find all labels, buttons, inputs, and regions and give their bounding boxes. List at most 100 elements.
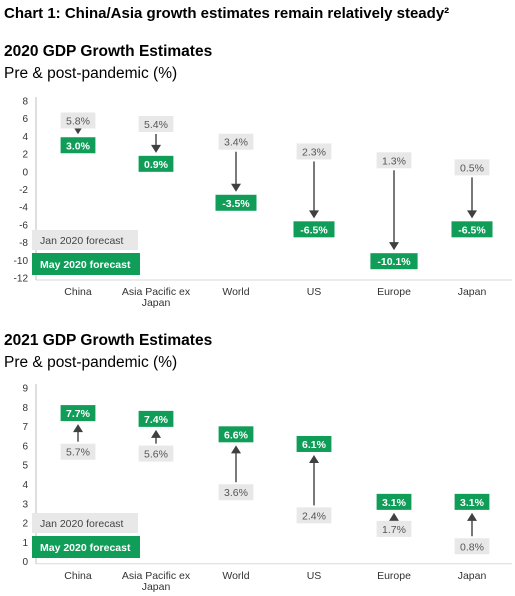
- y-tick-label: 7: [22, 422, 28, 433]
- may-value-label-box: [376, 493, 412, 510]
- jan-value-label-box: [218, 484, 254, 501]
- y-tick-label: 8: [22, 403, 28, 414]
- y-tick-label: -12: [14, 274, 29, 285]
- x-tick-label: China: [64, 286, 92, 298]
- may-value-label: -10.1%: [377, 256, 411, 268]
- x-tick-label: Japan: [142, 297, 171, 309]
- arrow-head: [151, 144, 161, 153]
- y-tick-label: -8: [19, 238, 28, 249]
- jan-value-label: 1.3%: [382, 155, 406, 167]
- arrow-head: [309, 454, 319, 463]
- may-value-label-box: [138, 410, 174, 427]
- jan-value-label: 1.7%: [382, 524, 406, 536]
- y-tick-label: 1: [22, 538, 28, 549]
- y-tick-label: 0: [22, 167, 28, 178]
- y-tick-label: 2: [22, 519, 28, 530]
- may-value-label-box: [293, 221, 335, 238]
- may-value-label: 6.6%: [224, 429, 249, 441]
- may-value-label-box: [454, 493, 490, 510]
- x-tick-label: Japan: [458, 570, 487, 582]
- legend-may-label: May 2020 forecast: [40, 259, 131, 271]
- x-tick-label: Asia Pacific ex: [122, 286, 191, 298]
- may-value-label-box: [60, 405, 96, 422]
- may-value-label: 3.1%: [460, 497, 485, 509]
- y-tick-label: 9: [22, 384, 28, 395]
- jan-value-label: 5.8%: [66, 115, 90, 127]
- jan-value-label-box: [138, 116, 174, 133]
- legend-jan-box: [32, 230, 138, 250]
- y-tick-label: 4: [22, 480, 28, 491]
- x-tick-label: Europe: [377, 570, 411, 582]
- legend-may-box: [32, 253, 140, 275]
- jan-value-label-box: [454, 159, 490, 176]
- may-value-label: 6.1%: [302, 439, 327, 451]
- jan-value-label: 2.3%: [302, 146, 326, 158]
- arrow-head: [467, 512, 477, 521]
- may-value-label: 0.9%: [144, 159, 169, 171]
- jan-value-label: 3.4%: [224, 137, 248, 149]
- arrow-head: [231, 445, 241, 454]
- y-tick-label: -2: [19, 185, 28, 196]
- jan-value-label-box: [218, 133, 254, 150]
- arrow-head: [151, 429, 161, 438]
- y-tick-label: 4: [22, 132, 28, 143]
- jan-value-label: 0.8%: [460, 541, 484, 553]
- legend-may-box: [32, 536, 140, 558]
- may-value-label: 3.1%: [382, 497, 407, 509]
- may-value-label: 7.4%: [144, 414, 169, 426]
- y-tick-label: 3: [22, 499, 28, 510]
- chart-1-subtitle: Pre & post-pandemic (%): [4, 65, 178, 82]
- y-tick-label: 0: [22, 557, 28, 568]
- jan-value-label-box: [60, 112, 96, 129]
- may-value-label-box: [215, 194, 257, 211]
- may-value-label-box: [451, 221, 493, 238]
- y-tick-label: -6: [19, 220, 28, 231]
- y-tick-label: -10: [14, 256, 29, 267]
- x-tick-label: Asia Pacific ex: [122, 570, 191, 582]
- x-tick-label: Japan: [458, 286, 487, 298]
- arrow-head: [73, 424, 83, 433]
- y-tick-label: 6: [22, 441, 28, 452]
- may-value-label: -6.5%: [458, 224, 486, 236]
- jan-value-label-box: [376, 152, 412, 169]
- arrow-head: [309, 210, 319, 219]
- y-tick-label: 6: [22, 114, 28, 125]
- y-tick-label: 8: [22, 97, 28, 108]
- jan-value-label: 2.4%: [302, 510, 326, 522]
- may-value-label: 7.7%: [66, 408, 91, 420]
- may-value-label-box: [370, 253, 418, 270]
- arrow-head: [231, 183, 241, 192]
- arrow-head: [389, 512, 399, 521]
- chart-2-subtitle: Pre & post-pandemic (%): [4, 354, 178, 371]
- y-tick-label: 5: [22, 461, 28, 472]
- jan-value-label-box: [376, 520, 412, 537]
- x-tick-label: China: [64, 570, 92, 582]
- arrow-head: [467, 210, 477, 219]
- jan-value-label-box: [454, 538, 490, 555]
- may-value-label-box: [138, 155, 174, 172]
- may-value-label-box: [296, 435, 332, 452]
- jan-value-label: 3.6%: [224, 487, 248, 499]
- x-tick-label: World: [222, 570, 249, 582]
- chart-1-title: 2020 GDP Growth Estimates: [4, 43, 213, 60]
- x-tick-label: US: [307, 286, 322, 298]
- arrow-head: [389, 242, 399, 251]
- jan-value-label-box: [296, 143, 332, 160]
- jan-value-label: 5.7%: [66, 447, 90, 459]
- x-tick-label: US: [307, 570, 322, 582]
- legend-jan-box: [32, 513, 138, 533]
- legend-jan-label: Jan 2020 forecast: [40, 235, 124, 247]
- jan-value-label-box: [296, 507, 332, 524]
- jan-value-label-box: [60, 443, 96, 460]
- x-tick-label: World: [222, 286, 249, 298]
- x-tick-label: Japan: [142, 581, 171, 593]
- jan-value-label: 5.6%: [144, 449, 168, 461]
- x-tick-label: Europe: [377, 286, 411, 298]
- may-value-label-box: [218, 426, 254, 443]
- y-tick-label: -4: [19, 203, 28, 214]
- may-value-label: -6.5%: [300, 224, 328, 236]
- may-value-label-box: [60, 137, 96, 154]
- y-tick-label: 2: [22, 150, 28, 161]
- jan-value-label: 0.5%: [460, 162, 484, 174]
